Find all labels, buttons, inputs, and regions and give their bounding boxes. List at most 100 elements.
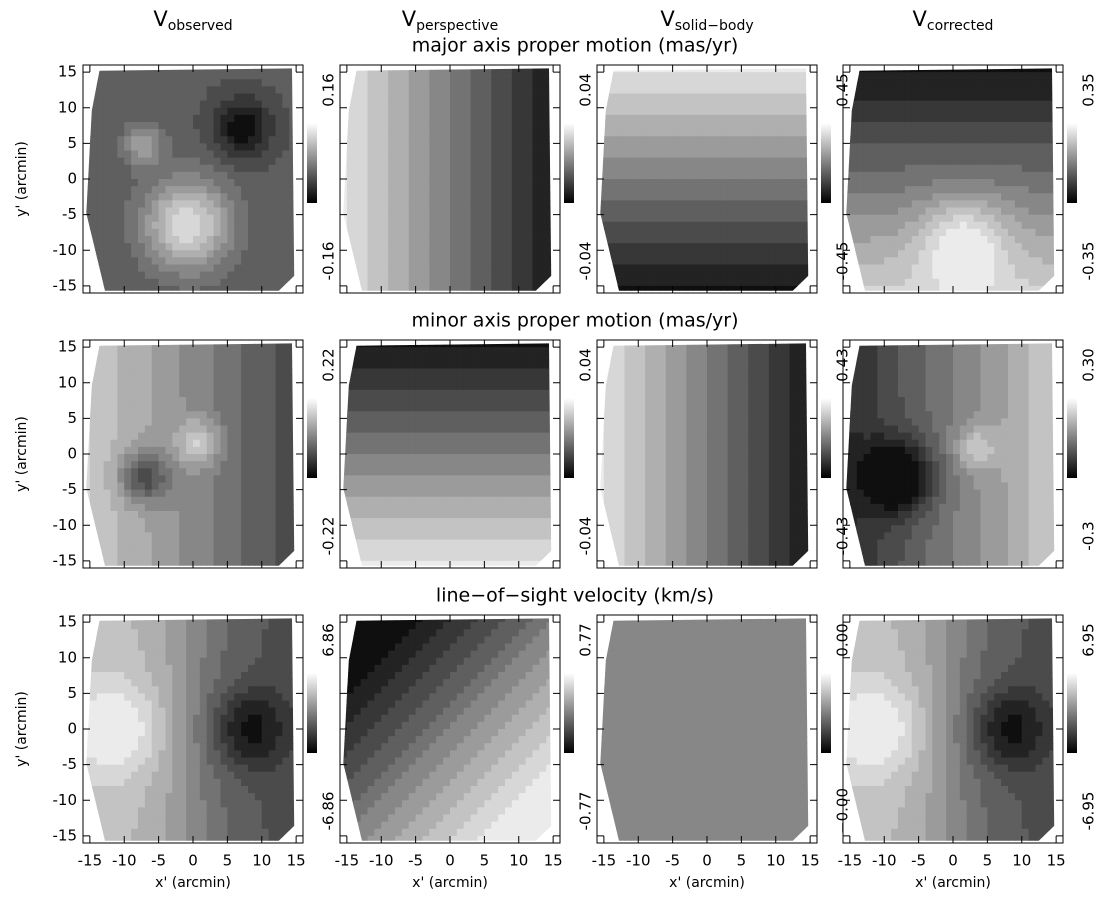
field-cell (658, 207, 667, 216)
field-cell (624, 207, 632, 216)
field-cell (282, 122, 290, 130)
field-cell (789, 179, 797, 187)
field-cell (665, 221, 674, 230)
field-cell (261, 200, 270, 209)
field-cell (110, 271, 118, 280)
field-cell (1021, 214, 1030, 223)
field-cell (498, 164, 506, 173)
field-cell (768, 278, 777, 287)
field-cell (220, 107, 228, 116)
field-cell (546, 114, 552, 123)
field-cell (103, 257, 112, 266)
field-cell (987, 236, 995, 244)
field-cell (734, 186, 742, 194)
field-cell (1049, 114, 1055, 123)
field-cell (193, 143, 201, 152)
field-cell (782, 93, 791, 102)
field-cell (367, 93, 375, 102)
field-cell (186, 389, 194, 398)
field-cell (603, 228, 612, 237)
field-cell (158, 171, 167, 180)
field-cell (103, 107, 112, 116)
field-cell (388, 236, 396, 244)
field-cell (429, 107, 437, 116)
field-cell (89, 93, 98, 102)
field-cell (891, 207, 899, 216)
field-cell (775, 143, 784, 152)
field-cell (870, 171, 878, 180)
field-cell (768, 243, 777, 251)
field-cell (1001, 157, 1009, 166)
field-cell (165, 539, 173, 548)
field-cell (346, 100, 355, 109)
field-cell (987, 186, 995, 194)
field-cell (603, 186, 612, 194)
field-cell (1008, 264, 1016, 273)
field-cell (165, 207, 173, 216)
field-cell (638, 236, 646, 244)
field-cell (987, 221, 995, 230)
field-cell (470, 250, 479, 258)
field-cell (713, 186, 722, 194)
field-cell (693, 122, 701, 130)
field-cell (275, 129, 283, 137)
field-cell (645, 68, 653, 73)
field-cell (213, 79, 222, 87)
field-cell (429, 193, 437, 201)
field-cell (980, 228, 988, 237)
field-cell (796, 257, 804, 266)
field-cell (748, 107, 756, 116)
field-cell (911, 221, 920, 230)
field-cell (707, 200, 715, 209)
field-cell (179, 475, 187, 484)
field-cell (734, 250, 742, 258)
field-cell (165, 114, 173, 123)
field-cell (206, 164, 215, 173)
field-cell (932, 250, 940, 258)
field-cell (124, 68, 132, 73)
field-cell (624, 221, 632, 230)
field-cell (939, 136, 947, 144)
field-cell (600, 72, 605, 80)
field-cell (179, 389, 187, 398)
field-cell (600, 122, 605, 130)
field-cell (870, 107, 878, 116)
field-cell (96, 171, 105, 180)
field-cell (720, 193, 729, 201)
field-cell (179, 179, 187, 187)
field-cell (672, 221, 681, 230)
field-cell (395, 107, 403, 116)
field-cell (86, 343, 91, 348)
field-cell (103, 511, 112, 519)
field-cell (665, 164, 674, 173)
field-cell (110, 214, 118, 223)
field-cell (631, 150, 639, 159)
field-cell (532, 285, 540, 291)
field-cell (96, 454, 105, 462)
field-cell (932, 143, 940, 152)
field-cell (877, 207, 885, 216)
field-cell (158, 439, 167, 448)
field-cell (227, 503, 235, 512)
field-cell (443, 107, 451, 116)
field-cell (206, 86, 215, 95)
field-cell (151, 122, 160, 130)
field-cell (456, 143, 465, 152)
field-cell (679, 150, 687, 159)
field-cell (241, 143, 249, 152)
field-cell (470, 157, 479, 166)
field-cell (775, 122, 784, 130)
field-cell (110, 382, 118, 391)
field-cell (234, 68, 242, 73)
field-cell (720, 122, 729, 130)
field-cell (456, 278, 465, 287)
field-cell (891, 107, 899, 116)
field-cell (491, 171, 499, 180)
field-cell (110, 285, 118, 291)
field-cell (117, 228, 125, 237)
field-cell (165, 546, 173, 555)
field-cell (932, 278, 940, 287)
field-cell (1056, 158, 1063, 166)
field-cell (268, 200, 277, 209)
field-cell (261, 79, 270, 87)
